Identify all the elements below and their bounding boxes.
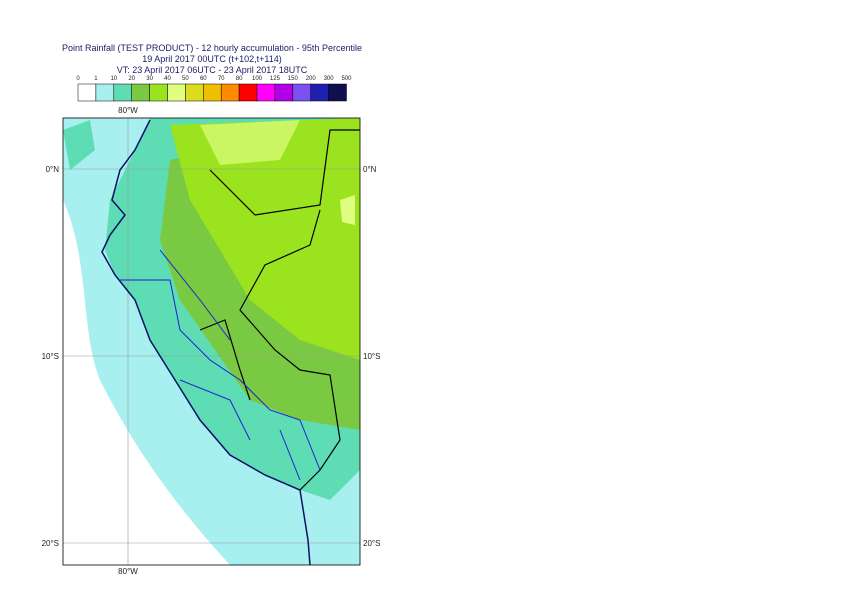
lat-label: 20°S (363, 539, 380, 548)
colorbar-box (220, 83, 240, 102)
lat-label: 10°S (42, 352, 59, 361)
colorbar-label: 125 (270, 76, 281, 82)
colorbar-label: 100 (252, 76, 263, 82)
colorbar-label: 30 (146, 76, 153, 82)
colorbar-box (238, 83, 258, 102)
colorbar-label: 80 (236, 76, 243, 82)
lat-label: 0°N (46, 165, 60, 174)
lon-label: 80°W (118, 567, 138, 576)
colorbar-label: 70 (218, 76, 225, 82)
colorbar-label: 500 (341, 76, 352, 82)
lat-label: 10°S (363, 352, 380, 361)
colorbar-box (310, 83, 329, 102)
colorbar-box (203, 83, 222, 102)
colorbar-label: 60 (200, 76, 207, 82)
colorbar-box (185, 83, 204, 102)
colorbar-box (274, 83, 294, 102)
title: Point Rainfall (TEST PRODUCT) - 12 hourl… (62, 43, 362, 53)
colorbar-label: 10 (110, 76, 117, 82)
colorbar-label: 1 (94, 76, 98, 82)
colorbar-box (292, 83, 311, 102)
lon-label: 80°W (118, 106, 138, 115)
colorbar-box (77, 83, 97, 102)
lat-label: 20°S (42, 539, 59, 548)
colorbar-box (131, 83, 150, 102)
subtitle: VT: 23 April 2017 06UTC - 23 April 2017 … (117, 65, 308, 75)
colorbar-box (149, 83, 168, 102)
colorbar: 0 1 10 20 30 40 50 60 70 80 100 125 150 200 300 500 (76, 76, 352, 102)
colorbar-label: 50 (182, 76, 189, 82)
colorbar-box (256, 83, 276, 102)
colorbar-label: 150 (288, 76, 299, 82)
subtitle: 19 April 2017 00UTC (t+102,t+114) (142, 54, 281, 64)
colorbar-box (167, 83, 186, 102)
colorbar-label: 300 (324, 76, 335, 82)
colorbar-box (113, 83, 132, 102)
colorbar-label: 40 (164, 76, 171, 82)
colorbar-label: 20 (128, 76, 135, 82)
lat-label: 0°N (363, 165, 377, 174)
colorbar-box (328, 83, 347, 102)
colorbar-label: 200 (306, 76, 317, 82)
colorbar-box (95, 83, 115, 102)
colorbar-label: 0 (76, 76, 80, 82)
map (63, 118, 360, 565)
